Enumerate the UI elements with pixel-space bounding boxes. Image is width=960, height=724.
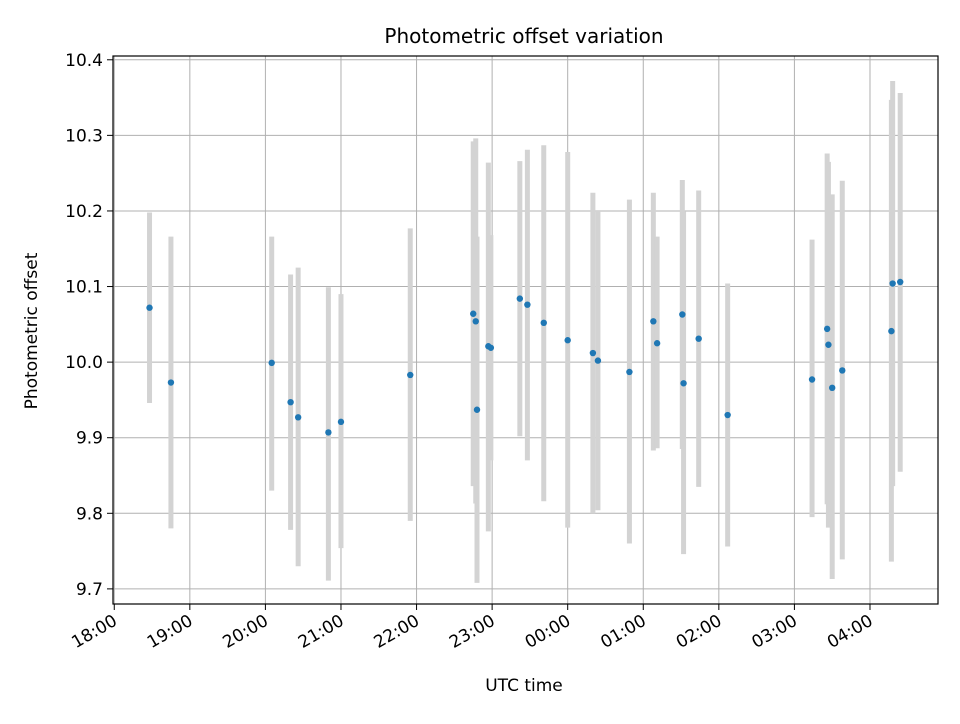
marker-layer bbox=[146, 278, 904, 436]
data-point bbox=[653, 340, 661, 347]
data-point bbox=[589, 349, 597, 357]
data-point bbox=[337, 418, 345, 426]
data-point bbox=[473, 406, 481, 413]
data-point bbox=[167, 379, 175, 386]
y-tick-label: 10.1 bbox=[65, 278, 103, 298]
y-tick-label: 9.8 bbox=[76, 504, 103, 524]
y-tick-label: 10.4 bbox=[65, 51, 103, 71]
data-point bbox=[808, 376, 816, 383]
data-point bbox=[524, 301, 531, 308]
y-tick-label: 10.0 bbox=[65, 353, 103, 373]
data-point bbox=[828, 384, 836, 392]
data-point bbox=[146, 304, 153, 311]
y-tick-label: 9.9 bbox=[76, 429, 103, 449]
data-point bbox=[680, 380, 687, 387]
data-point bbox=[823, 325, 831, 333]
y-axis: 9.7 9.8 9.9 10.0 10.1 10.2 10.3 10.4 bbox=[65, 51, 113, 600]
y-tick-label: 9.7 bbox=[76, 580, 103, 600]
data-point bbox=[889, 280, 896, 287]
data-point bbox=[325, 429, 332, 436]
data-point bbox=[470, 310, 477, 317]
data-point bbox=[626, 368, 633, 376]
data-point bbox=[487, 344, 495, 351]
data-point bbox=[897, 278, 904, 286]
data-point bbox=[679, 311, 686, 318]
data-point bbox=[268, 359, 275, 367]
x-axis-label: UTC time bbox=[485, 676, 563, 696]
data-point bbox=[825, 341, 832, 348]
data-point bbox=[407, 371, 414, 379]
data-point bbox=[594, 357, 602, 364]
data-point bbox=[650, 318, 657, 325]
y-tick-label: 10.3 bbox=[65, 126, 103, 146]
data-point bbox=[540, 319, 547, 327]
data-point bbox=[839, 367, 846, 374]
data-point bbox=[888, 327, 895, 335]
data-point bbox=[564, 337, 571, 344]
data-point bbox=[294, 414, 302, 421]
data-point bbox=[695, 335, 702, 342]
y-tick-label: 10.2 bbox=[65, 202, 103, 222]
y-axis-label: Photometric offset bbox=[22, 252, 42, 409]
chart-title: Photometric offset variation bbox=[384, 24, 663, 48]
data-point bbox=[724, 411, 731, 419]
plot-frame bbox=[112, 55, 939, 605]
data-point bbox=[472, 318, 479, 325]
data-point bbox=[516, 295, 524, 302]
data-point bbox=[287, 398, 294, 406]
